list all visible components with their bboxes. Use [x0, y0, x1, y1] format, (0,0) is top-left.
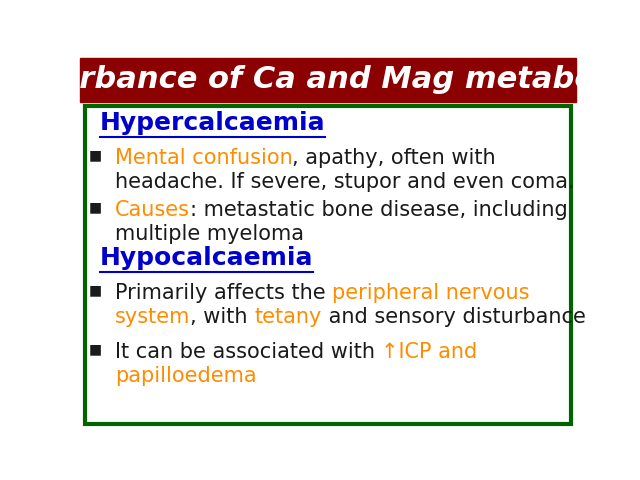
FancyBboxPatch shape	[80, 58, 576, 102]
Text: peripheral nervous: peripheral nervous	[332, 283, 529, 303]
Text: It can be associated with: It can be associated with	[115, 342, 381, 362]
Text: Primarily affects the: Primarily affects the	[115, 283, 332, 303]
Text: tetany: tetany	[254, 307, 321, 327]
Text: Hypocalcaemia: Hypocalcaemia	[100, 246, 314, 270]
Text: ■: ■	[88, 283, 102, 297]
Text: multiple myeloma: multiple myeloma	[115, 224, 304, 244]
Text: ■: ■	[88, 200, 102, 214]
Text: Disturbance of Ca and Mag metabolism: Disturbance of Ca and Mag metabolism	[0, 65, 640, 94]
Text: ■: ■	[88, 148, 102, 162]
Text: papilloedema: papilloedema	[115, 366, 257, 386]
Text: , with: , with	[190, 307, 254, 327]
Text: Causes: Causes	[115, 200, 189, 220]
Text: Hypercalcaemia: Hypercalcaemia	[100, 111, 326, 135]
Text: and sensory disturbance: and sensory disturbance	[321, 307, 586, 327]
Text: ■: ■	[88, 342, 102, 356]
Text: , apathy, often with: , apathy, often with	[292, 148, 496, 168]
Text: headache. If severe, stupor and even coma.: headache. If severe, stupor and even com…	[115, 172, 574, 192]
FancyBboxPatch shape	[85, 106, 571, 423]
Text: : metastatic bone disease, including: : metastatic bone disease, including	[189, 200, 568, 220]
Text: system: system	[115, 307, 190, 327]
Text: ↑ICP and: ↑ICP and	[381, 342, 477, 362]
Text: Mental confusion: Mental confusion	[115, 148, 292, 168]
